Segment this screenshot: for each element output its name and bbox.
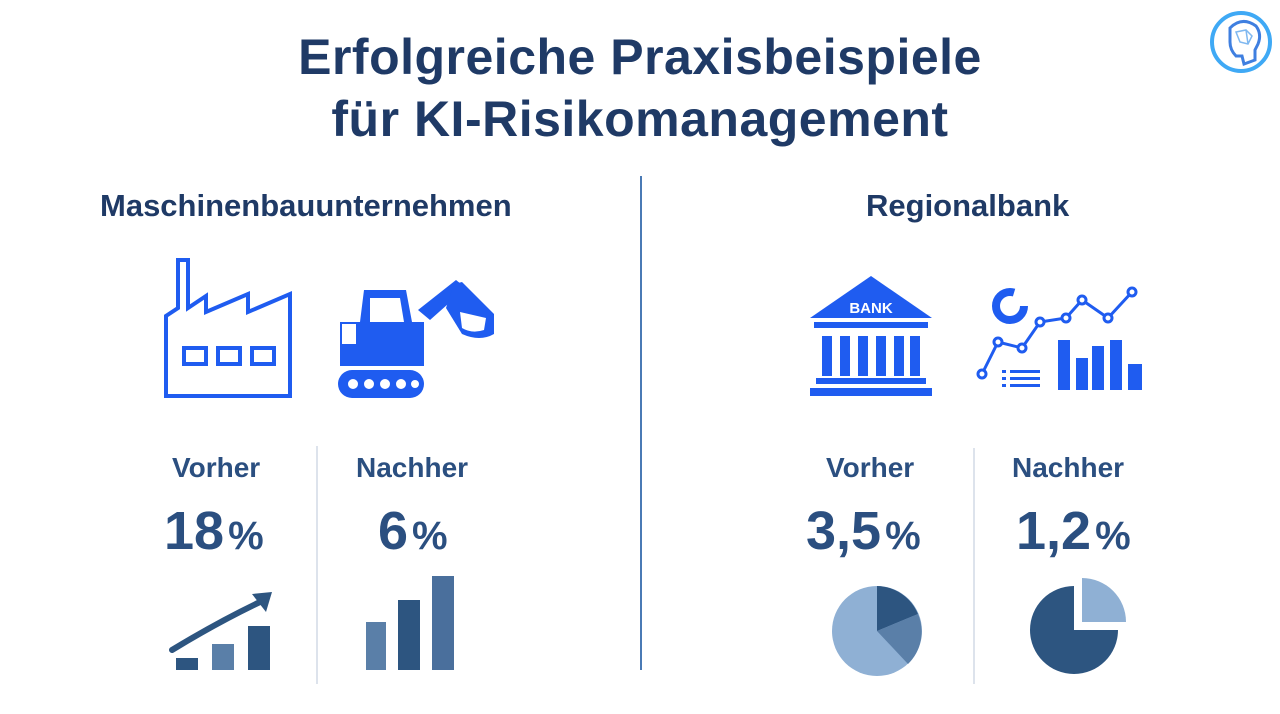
left-after-label: Nachher — [356, 452, 469, 483]
center-divider — [640, 176, 642, 670]
bank-icon: BANK — [810, 276, 932, 396]
right-after-value: 1,2% — [1016, 500, 1131, 562]
right-before-label: Vorher — [826, 452, 915, 483]
right-after-label: Nachher — [1012, 452, 1125, 483]
excavator-icon — [338, 280, 494, 398]
pie-chart-icon — [832, 586, 922, 676]
right-after-unit: % — [1095, 514, 1131, 558]
left-after-unit: % — [412, 514, 448, 558]
left-before-unit: % — [228, 514, 264, 558]
left-stat-divider — [316, 446, 318, 684]
left-before-number: 18 — [164, 501, 225, 561]
brain-logo-icon — [1210, 11, 1272, 73]
left-after-number: 6 — [378, 501, 409, 561]
left-after-value: 6% — [378, 500, 448, 562]
analytics-icon — [976, 286, 1142, 390]
right-after-number: 1,2 — [1016, 501, 1092, 561]
right-stat-divider — [973, 448, 975, 684]
page-title: Erfolgreiche Praxisbeispiele für KI-Risi… — [0, 26, 1280, 150]
left-before-label: Vorher — [172, 452, 261, 483]
left-before-value: 18% — [164, 500, 264, 562]
right-before-unit: % — [885, 514, 921, 558]
rising-bars-arrow-icon — [169, 592, 272, 670]
right-before-value: 3,5% — [806, 500, 921, 562]
title-line-2: für KI-Risikomanagement — [331, 91, 949, 147]
section-title-regionalbank: Regionalbank — [866, 188, 1070, 223]
bank-sign-text: BANK — [849, 300, 892, 317]
bar-chart-icon — [366, 576, 454, 670]
section-title-maschinenbau: Maschinenbauunternehmen — [100, 188, 512, 223]
factory-icon — [164, 258, 292, 398]
pie-chart-icon — [1030, 578, 1126, 674]
right-before-number: 3,5 — [806, 501, 882, 561]
title-line-1: Erfolgreiche Praxisbeispiele — [298, 29, 982, 85]
